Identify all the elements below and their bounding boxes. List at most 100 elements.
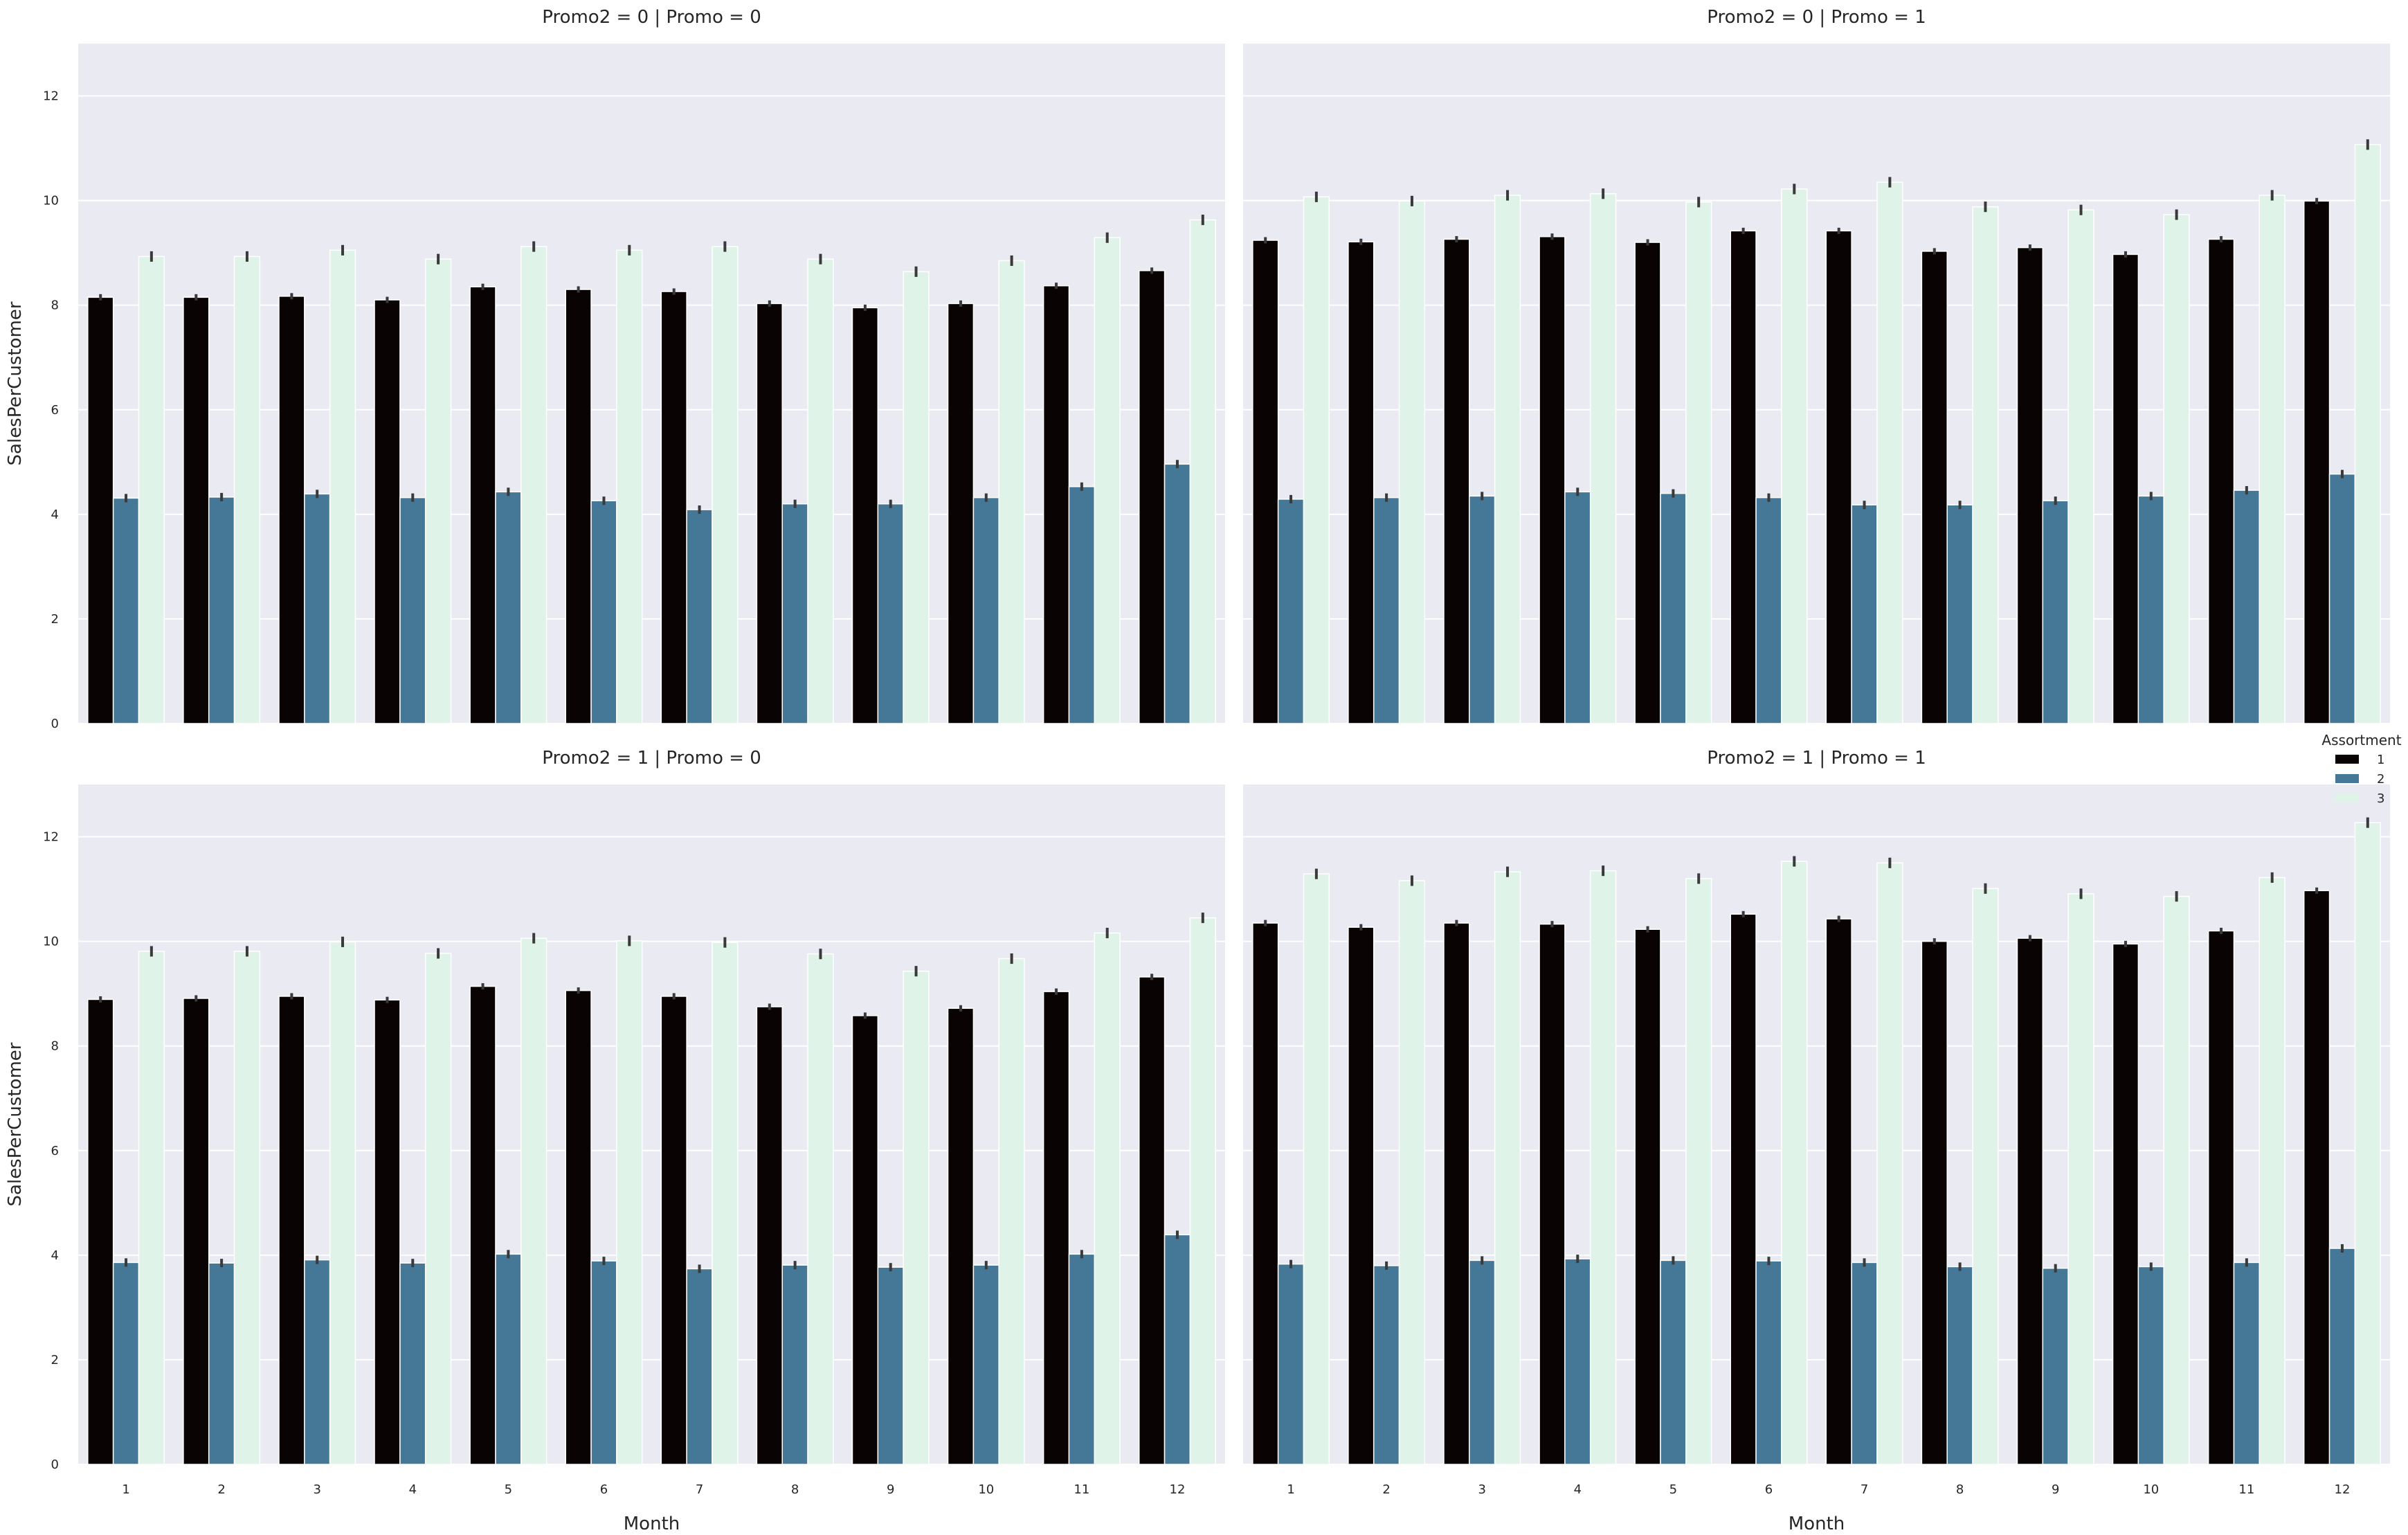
bar: [1972, 206, 1999, 724]
legend-label-1: 1: [2377, 753, 2384, 767]
y-tick-label: 8: [51, 1039, 59, 1054]
bar: [374, 999, 401, 1465]
bar: [1443, 238, 1470, 724]
bar: [1443, 922, 1470, 1465]
bar: [278, 996, 305, 1465]
panel-2: Promo2 = 0 | Promo = 1: [1243, 7, 2390, 724]
bar: [1469, 1259, 1496, 1465]
bar: [565, 289, 592, 724]
y-tick-label: 4: [51, 1248, 59, 1263]
bar: [304, 493, 331, 724]
bar: [1781, 188, 1808, 724]
bar: [807, 258, 834, 724]
x-tick-label: 2: [217, 1482, 225, 1497]
panel-title: Promo2 = 1 | Promo = 1: [1707, 748, 1926, 769]
bar: [686, 509, 713, 724]
bar: [1068, 486, 1096, 724]
panel-title: Promo2 = 0 | Promo = 1: [1707, 7, 1926, 28]
bar: [1539, 923, 1566, 1465]
bar: [1189, 219, 1216, 724]
x-tick-label: 5: [505, 1482, 512, 1497]
x-tick-label: 3: [1478, 1482, 1485, 1497]
x-tick-label: 6: [600, 1482, 608, 1497]
bar: [87, 296, 114, 724]
x-tick-label: 1: [122, 1482, 129, 1497]
bar: [781, 1264, 808, 1465]
bar: [1164, 1234, 1191, 1465]
bar: [1660, 1259, 1687, 1465]
legend-label-2: 2: [2377, 772, 2384, 787]
panel-background: [78, 784, 1225, 1464]
bar: [1042, 991, 1070, 1465]
bar: [278, 296, 305, 724]
legend-swatch-3: [2335, 793, 2359, 802]
bar: [520, 937, 547, 1465]
legend-swatch-2: [2335, 774, 2359, 783]
legend-label-3: 3: [2377, 791, 2384, 806]
bar: [1348, 241, 1375, 724]
bar: [1921, 940, 1948, 1465]
bar: [2233, 1262, 2261, 1465]
bar: [686, 1268, 713, 1465]
panel-background: [1243, 784, 2390, 1464]
bar: [616, 940, 643, 1465]
bar: [1825, 918, 1852, 1465]
bar: [1252, 922, 1279, 1465]
bar: [877, 503, 904, 724]
x-tick-label: 10: [2143, 1482, 2159, 1497]
bar: [2328, 473, 2356, 724]
panel-background: [1243, 44, 2390, 724]
bar: [329, 941, 356, 1465]
bar: [112, 1262, 140, 1465]
bar: [469, 286, 496, 724]
legend: Assortment 1 2 3: [2321, 732, 2401, 806]
y-tick-label: 0: [51, 1457, 59, 1472]
x-tick-label: 11: [1074, 1482, 1089, 1497]
bar: [1876, 181, 1903, 724]
bar: [1851, 504, 1878, 724]
bar: [2067, 893, 2094, 1465]
bar: [1921, 251, 1948, 724]
bar: [660, 996, 687, 1465]
x-tick-label: 6: [1765, 1482, 1773, 1497]
bar: [208, 496, 235, 724]
bar: [712, 246, 739, 724]
bar: [590, 500, 617, 724]
bar: [590, 1260, 617, 1465]
bar: [1825, 230, 1852, 724]
x-tick-label: 7: [696, 1482, 703, 1497]
y-tick-label: 6: [51, 1144, 59, 1158]
bar: [304, 1259, 331, 1465]
y-tick-label: 2: [51, 612, 59, 627]
bar: [399, 496, 426, 724]
bar: [1685, 878, 1712, 1465]
bar: [138, 255, 165, 724]
bar: [2042, 500, 2069, 724]
bar: [1494, 195, 1521, 724]
x-tick-label: 5: [1669, 1482, 1677, 1497]
bar: [138, 951, 165, 1465]
bar: [947, 303, 975, 724]
bar: [1946, 504, 1973, 724]
bar: [424, 258, 452, 724]
bar: [1564, 491, 1591, 724]
x-tick-label: 3: [313, 1482, 320, 1497]
bar: [1303, 196, 1330, 724]
bar: [781, 503, 808, 724]
bar: [756, 1006, 783, 1465]
bar: [1252, 240, 1279, 724]
bar: [851, 307, 879, 724]
x-tick-label: 1: [1287, 1482, 1294, 1497]
bar: [1189, 917, 1216, 1465]
y-tick-label: 8: [51, 298, 59, 313]
bar: [1398, 880, 1426, 1465]
bar: [1634, 242, 1661, 724]
bar: [1564, 1258, 1591, 1465]
bar: [1589, 870, 1617, 1465]
y-tick-label: 2: [51, 1353, 59, 1367]
bar: [1138, 976, 1166, 1465]
bar: [2354, 822, 2381, 1465]
bar: [1277, 499, 1305, 724]
bar: [756, 303, 783, 724]
bar: [183, 296, 210, 724]
